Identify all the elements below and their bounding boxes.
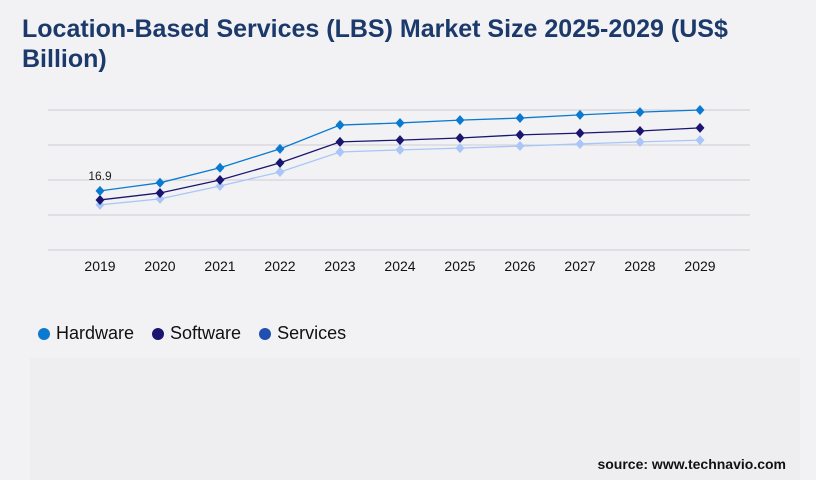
x-tick-label: 2025 — [444, 258, 475, 274]
x-tick-label: 2026 — [504, 258, 535, 274]
legend: Hardware Software Services — [38, 323, 346, 344]
data-point-software — [95, 194, 105, 205]
data-point-services — [155, 193, 165, 204]
data-point-hardware — [395, 117, 405, 128]
data-point-services — [395, 144, 405, 155]
legend-label: Services — [277, 323, 347, 343]
x-tick-label: 2022 — [264, 258, 295, 274]
data-point-services — [575, 138, 585, 149]
data-point-services — [215, 180, 225, 191]
chart-title: Location-Based Services (LBS) Market Siz… — [22, 15, 728, 73]
data-point-software — [635, 126, 645, 136]
data-point-software — [515, 129, 525, 140]
x-tick-label: 2027 — [564, 258, 595, 274]
x-tick-label: 2019 — [84, 258, 115, 274]
data-point-services — [695, 135, 705, 146]
data-point-services — [515, 141, 525, 152]
data-point-software — [575, 128, 585, 139]
data-point-services — [275, 166, 285, 177]
data-point-hardware — [575, 109, 585, 120]
data-point-software — [155, 187, 165, 198]
legend-item-software: Software — [152, 323, 241, 344]
data-point-hardware — [275, 143, 285, 154]
x-tick-label: 2024 — [384, 258, 415, 274]
legend-marker-icon — [259, 327, 272, 340]
data-point-hardware — [635, 107, 645, 118]
legend-marker-icon — [38, 327, 50, 340]
data-point-hardware — [515, 113, 525, 124]
data-point-hardware — [155, 177, 165, 188]
data-point-software — [215, 175, 225, 185]
legend-item-services: Services — [259, 323, 346, 344]
legend-item-hardware: Hardware — [38, 323, 134, 344]
data-point-software — [275, 157, 285, 168]
data-point-software — [455, 133, 465, 143]
data-point-hardware — [215, 162, 225, 173]
data-point-services — [455, 143, 465, 154]
data-label: 16.9 — [88, 169, 112, 183]
legend-label: Software — [170, 323, 242, 343]
source-text: source: www.technavio.com — [597, 456, 786, 472]
legend-marker-icon — [152, 327, 165, 340]
data-point-hardware — [455, 115, 465, 126]
x-tick-label: 2020 — [144, 258, 175, 274]
data-point-hardware — [95, 185, 105, 196]
data-point-services — [635, 136, 645, 147]
x-tick-label: 2028 — [624, 258, 655, 274]
x-tick-label: 2023 — [324, 258, 355, 274]
data-point-hardware — [695, 105, 705, 115]
lower-panel — [30, 358, 800, 480]
x-tick-label: 2029 — [684, 258, 715, 274]
data-point-software — [395, 135, 405, 146]
data-point-services — [335, 147, 345, 157]
x-tick-label: 2021 — [204, 258, 235, 274]
data-point-software — [335, 136, 345, 147]
data-point-software — [695, 122, 705, 133]
legend-label: Hardware — [56, 323, 135, 343]
data-point-hardware — [335, 120, 345, 131]
